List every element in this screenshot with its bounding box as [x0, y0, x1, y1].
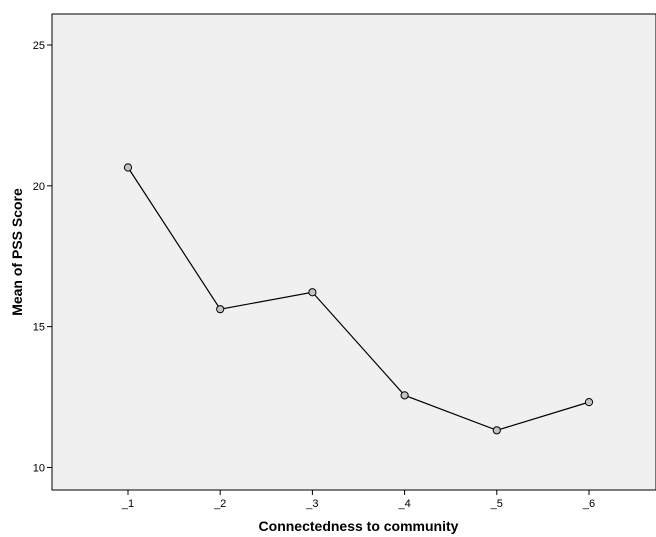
y-tick-label: 25	[33, 40, 45, 52]
series-group	[123, 163, 594, 435]
y-tick-label: 20	[33, 181, 45, 193]
data-point	[400, 391, 409, 400]
x-tick-label: _1	[121, 498, 134, 510]
data-point	[308, 288, 317, 297]
x-tick-label: _6	[582, 498, 595, 510]
series-line	[127, 167, 590, 431]
x-tick-label: _2	[213, 498, 226, 510]
y-tick-label: 15	[33, 322, 45, 334]
x-tick-label: _5	[490, 498, 503, 510]
y-tick-label: 10	[33, 462, 45, 474]
data-point	[123, 163, 133, 172]
x-axis-title: Connectedness to community	[259, 518, 459, 534]
plot-area	[51, 13, 656, 491]
data-point	[492, 426, 501, 435]
y-axis-title: Mean of PSS Score	[9, 188, 25, 316]
x-axis: _1 _2 _3 _4 _5 _6	[121, 490, 595, 510]
data-point	[216, 305, 225, 314]
x-tick-label: _3	[305, 498, 318, 510]
y-axis: 10 15 20 25	[33, 40, 52, 474]
data-point	[584, 398, 594, 407]
x-tick-label: _4	[397, 498, 410, 510]
